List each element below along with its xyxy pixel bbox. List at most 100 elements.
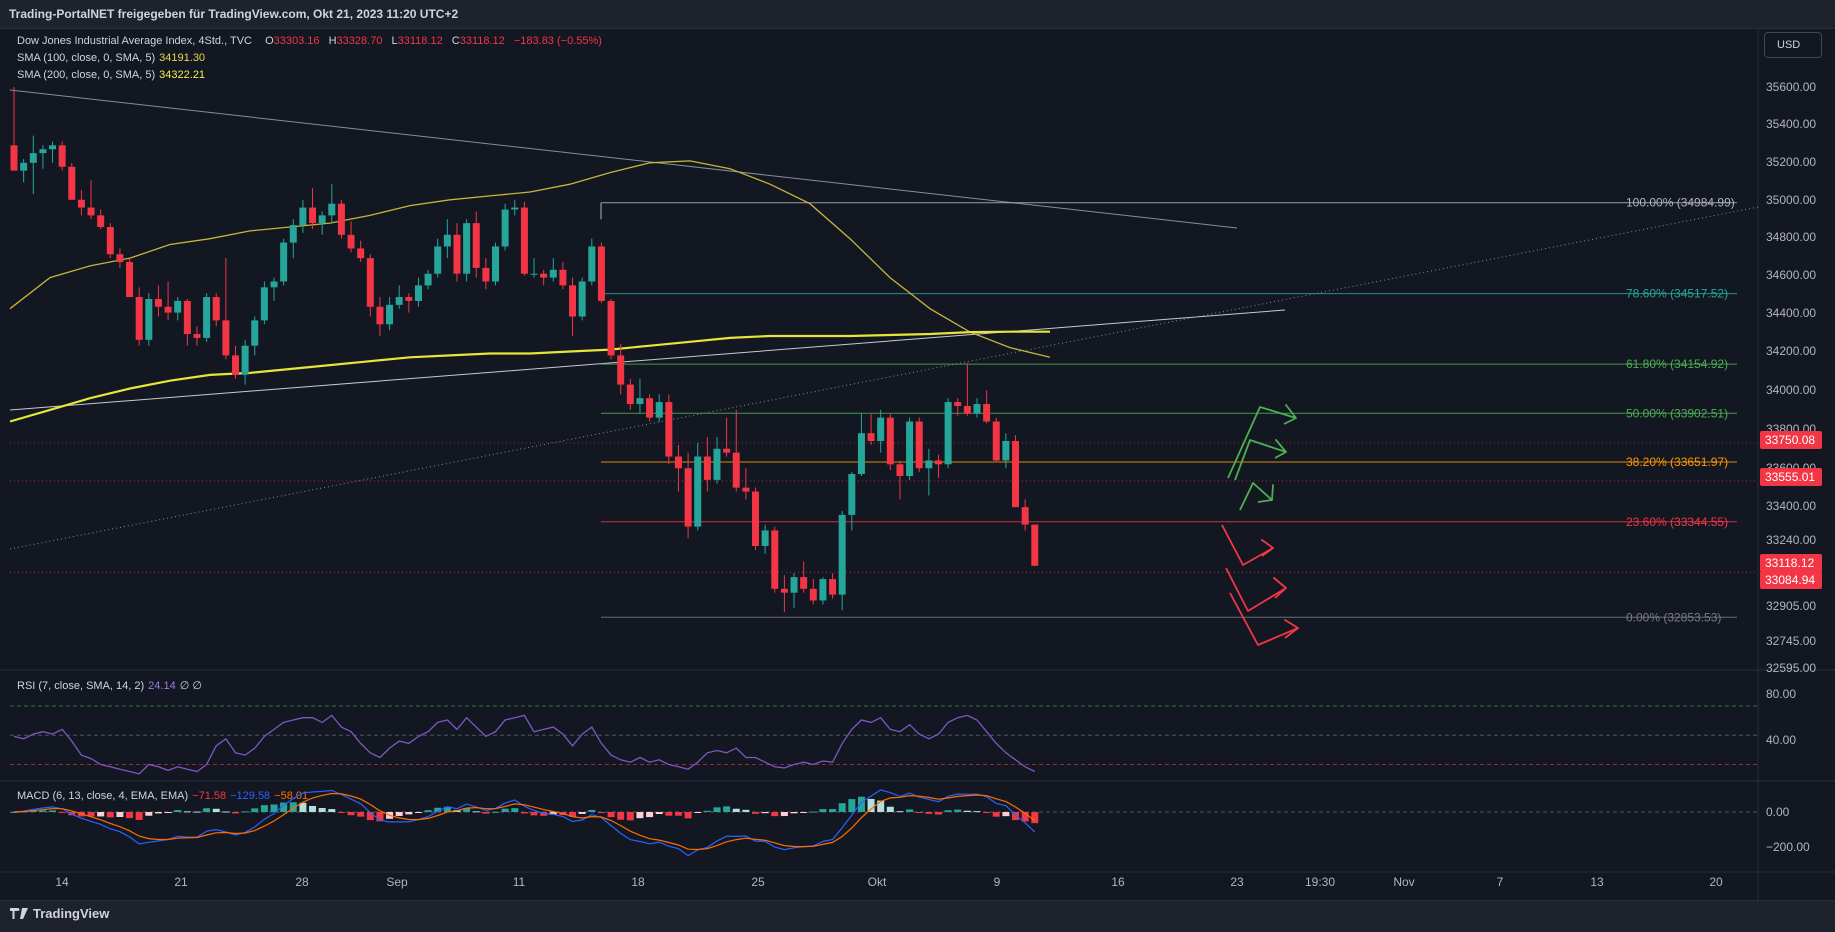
macd-histogram-bar xyxy=(154,812,162,814)
candle-body xyxy=(559,269,567,286)
macd-histogram-bar xyxy=(443,806,451,812)
symbol-title[interactable]: Dow Jones Industrial Average Index, 4Std… xyxy=(17,35,253,47)
macd-histogram-bar xyxy=(954,809,962,812)
macd-histogram-bar xyxy=(106,812,114,818)
candle-body xyxy=(39,149,47,154)
fib-label-2: 61.80% (34154.92) xyxy=(1626,357,1728,371)
macd-histogram-bar xyxy=(299,802,307,812)
macd-histogram-bar xyxy=(896,811,904,813)
macd-histogram-bar xyxy=(49,810,57,812)
candle-body xyxy=(203,297,211,338)
price-badge-bg-3 xyxy=(1760,571,1822,589)
macd-histogram-bar xyxy=(492,811,499,813)
macd-histogram-bar xyxy=(193,811,201,813)
macd-histogram-bar xyxy=(145,812,153,816)
macd-histogram-bar xyxy=(857,796,865,812)
candle-body xyxy=(511,207,519,210)
projection-arrow-up-3 xyxy=(1239,482,1274,511)
candle-body xyxy=(1031,524,1039,566)
sma100-value: 34191.30 xyxy=(159,52,206,64)
macd-histogram-bar xyxy=(126,812,134,819)
macd-histogram-bar xyxy=(588,809,596,812)
candle-body xyxy=(174,300,182,313)
macd-histogram-bar xyxy=(1021,812,1029,822)
macd-histogram-bar xyxy=(212,808,220,812)
candle-body xyxy=(992,421,1000,461)
candle-body xyxy=(1002,440,1010,461)
time-tick-9: 16 xyxy=(1111,875,1125,889)
macd-histogram-bar xyxy=(877,800,885,812)
candle-body xyxy=(116,254,124,263)
price-tick-2: 35200.00 xyxy=(1766,155,1816,169)
candle-body xyxy=(270,281,278,288)
candle-body xyxy=(857,433,865,475)
projection-guide xyxy=(1233,547,1270,548)
candle-body xyxy=(492,246,499,282)
candle-body xyxy=(328,203,336,216)
macd-histogram-bar xyxy=(597,812,605,813)
candle-body xyxy=(983,404,991,422)
macd-histogram-bar xyxy=(530,812,538,816)
sma200-value: 34322.21 xyxy=(159,69,206,81)
tradingview-logo[interactable]: TradingView xyxy=(10,906,109,921)
currency-button[interactable]: USD xyxy=(1764,32,1822,58)
macd-histogram-bar xyxy=(848,799,856,812)
fib-label-1: 78.60% (34517.52) xyxy=(1626,287,1728,301)
footer-bar xyxy=(0,900,1835,932)
macd-signal-value: −58.01 xyxy=(274,790,309,802)
candle-body xyxy=(1012,440,1020,508)
candle-body xyxy=(761,530,769,547)
rsi-tick-0: 80.00 xyxy=(1766,687,1796,701)
candle-body xyxy=(742,487,750,492)
price-badge-3: 33084.94 xyxy=(1765,573,1815,587)
candle-body xyxy=(954,402,962,406)
projection-arrow-down-2 xyxy=(1225,567,1287,612)
macd-histogram-bar xyxy=(289,802,297,812)
time-tick-5: 18 xyxy=(631,875,645,889)
macd-histogram-bar xyxy=(280,802,288,812)
candle-body xyxy=(453,234,461,274)
sma100-legend[interactable]: SMA (100, close, 0, SMA, 5) 34191.30 xyxy=(17,52,205,64)
macd-histogram-bar xyxy=(752,812,760,814)
sma200-label: SMA (200, close, 0, SMA, 5) xyxy=(17,69,156,81)
macd-line xyxy=(13,789,1036,857)
candle-body xyxy=(357,248,365,259)
candle-body xyxy=(867,433,875,441)
rsi-legend[interactable]: RSI (7, close, SMA, 14, 2) 24.14 ∅ ∅ xyxy=(17,679,202,692)
rsi-value: 24.14 xyxy=(148,680,176,692)
macd-histogram-bar xyxy=(270,804,278,812)
macd-histogram-bar xyxy=(347,812,355,816)
candle-body xyxy=(443,234,451,247)
candle-body xyxy=(790,577,798,593)
candle-body xyxy=(597,246,605,301)
macd-histogram-bar xyxy=(655,812,663,815)
macd-legend[interactable]: MACD (6, 13, close, 4, EMA, EMA) −71.58 −1… xyxy=(17,790,308,802)
candle-body xyxy=(49,145,57,150)
candle-body xyxy=(549,269,557,278)
projection-arrow-down-1 xyxy=(1221,524,1274,566)
time-tick-11: 19:30 xyxy=(1305,875,1335,889)
macd-histogram-bar xyxy=(838,803,846,812)
time-tick-12: Nov xyxy=(1393,875,1414,889)
candle-body xyxy=(607,300,615,356)
candle-body xyxy=(463,223,471,274)
price-tick-4: 34800.00 xyxy=(1766,230,1816,244)
time-tick-7: Okt xyxy=(868,875,887,889)
macd-histogram-bar xyxy=(395,812,403,816)
candle-body xyxy=(703,456,711,480)
macd-histogram-bar xyxy=(463,808,471,812)
price-tick-1: 35400.00 xyxy=(1766,117,1816,131)
time-tick-13: 7 xyxy=(1497,875,1504,889)
candle-body xyxy=(973,404,981,414)
macd-histogram-bar xyxy=(646,812,654,818)
candle-body xyxy=(231,355,239,375)
macd-histogram-bar xyxy=(915,812,923,813)
price-badge-bg-1 xyxy=(1760,468,1822,486)
candle-body xyxy=(318,215,326,224)
candle-body xyxy=(713,448,721,480)
macd-histogram-bar xyxy=(694,812,702,813)
sma200-legend[interactable]: SMA (200, close, 0, SMA, 5) 34322.21 xyxy=(17,69,205,81)
macd-histogram-bar xyxy=(723,806,731,812)
high-value: 33328.70 xyxy=(336,35,383,47)
